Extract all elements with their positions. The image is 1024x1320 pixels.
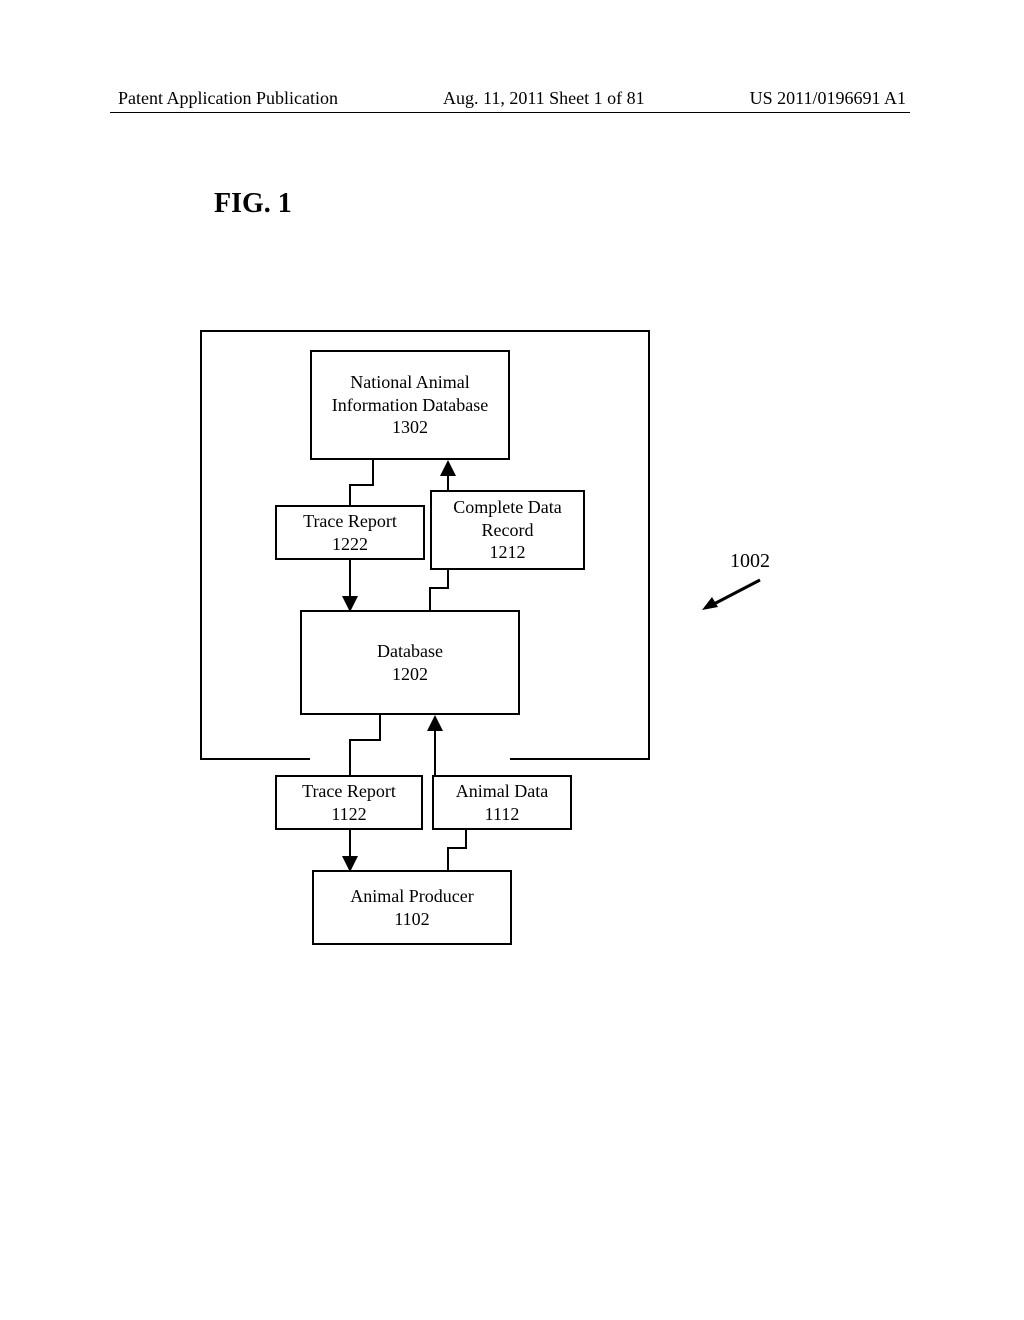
box-national-line1: National Animal [350,371,469,394]
header-rule [110,112,910,113]
box-database-ref: 1202 [392,663,428,686]
box-trace1: Trace Report 1222 [275,505,425,560]
box-national-ref: 1302 [392,416,428,439]
box-trace2-line1: Trace Report [302,780,396,803]
box-producer-line1: Animal Producer [350,885,473,908]
box-complete: Complete Data Record 1212 [430,490,585,570]
page-header: Patent Application Publication Aug. 11, … [0,88,1024,109]
box-database: Database 1202 [300,610,520,715]
box-producer-ref: 1102 [394,908,429,931]
outer-bottom-left [200,758,310,760]
header-center: Aug. 11, 2011 Sheet 1 of 81 [443,88,645,109]
box-animdata: Animal Data 1112 [432,775,572,830]
box-trace2: Trace Report 1122 [275,775,423,830]
box-animdata-ref: 1112 [485,803,520,826]
header-left: Patent Application Publication [118,88,338,109]
diagram: National Animal Information Database 130… [200,330,820,1030]
box-complete-line2: Record [482,519,534,542]
box-database-line1: Database [377,640,443,663]
outer-bottom-right [510,758,650,760]
box-national: National Animal Information Database 130… [310,350,510,460]
callout-arrow-icon [700,575,780,615]
box-animdata-line1: Animal Data [456,780,548,803]
header-right: US 2011/0196691 A1 [750,88,906,109]
box-national-line2: Information Database [332,394,488,417]
box-trace1-line1: Trace Report [303,510,397,533]
box-complete-line1: Complete Data [453,496,561,519]
box-producer: Animal Producer 1102 [312,870,512,945]
box-trace2-ref: 1122 [331,803,366,826]
figure-title: FIG. 1 [214,188,292,220]
callout-ref: 1002 [730,550,770,573]
box-trace1-ref: 1222 [332,533,368,556]
box-complete-ref: 1212 [490,541,526,564]
